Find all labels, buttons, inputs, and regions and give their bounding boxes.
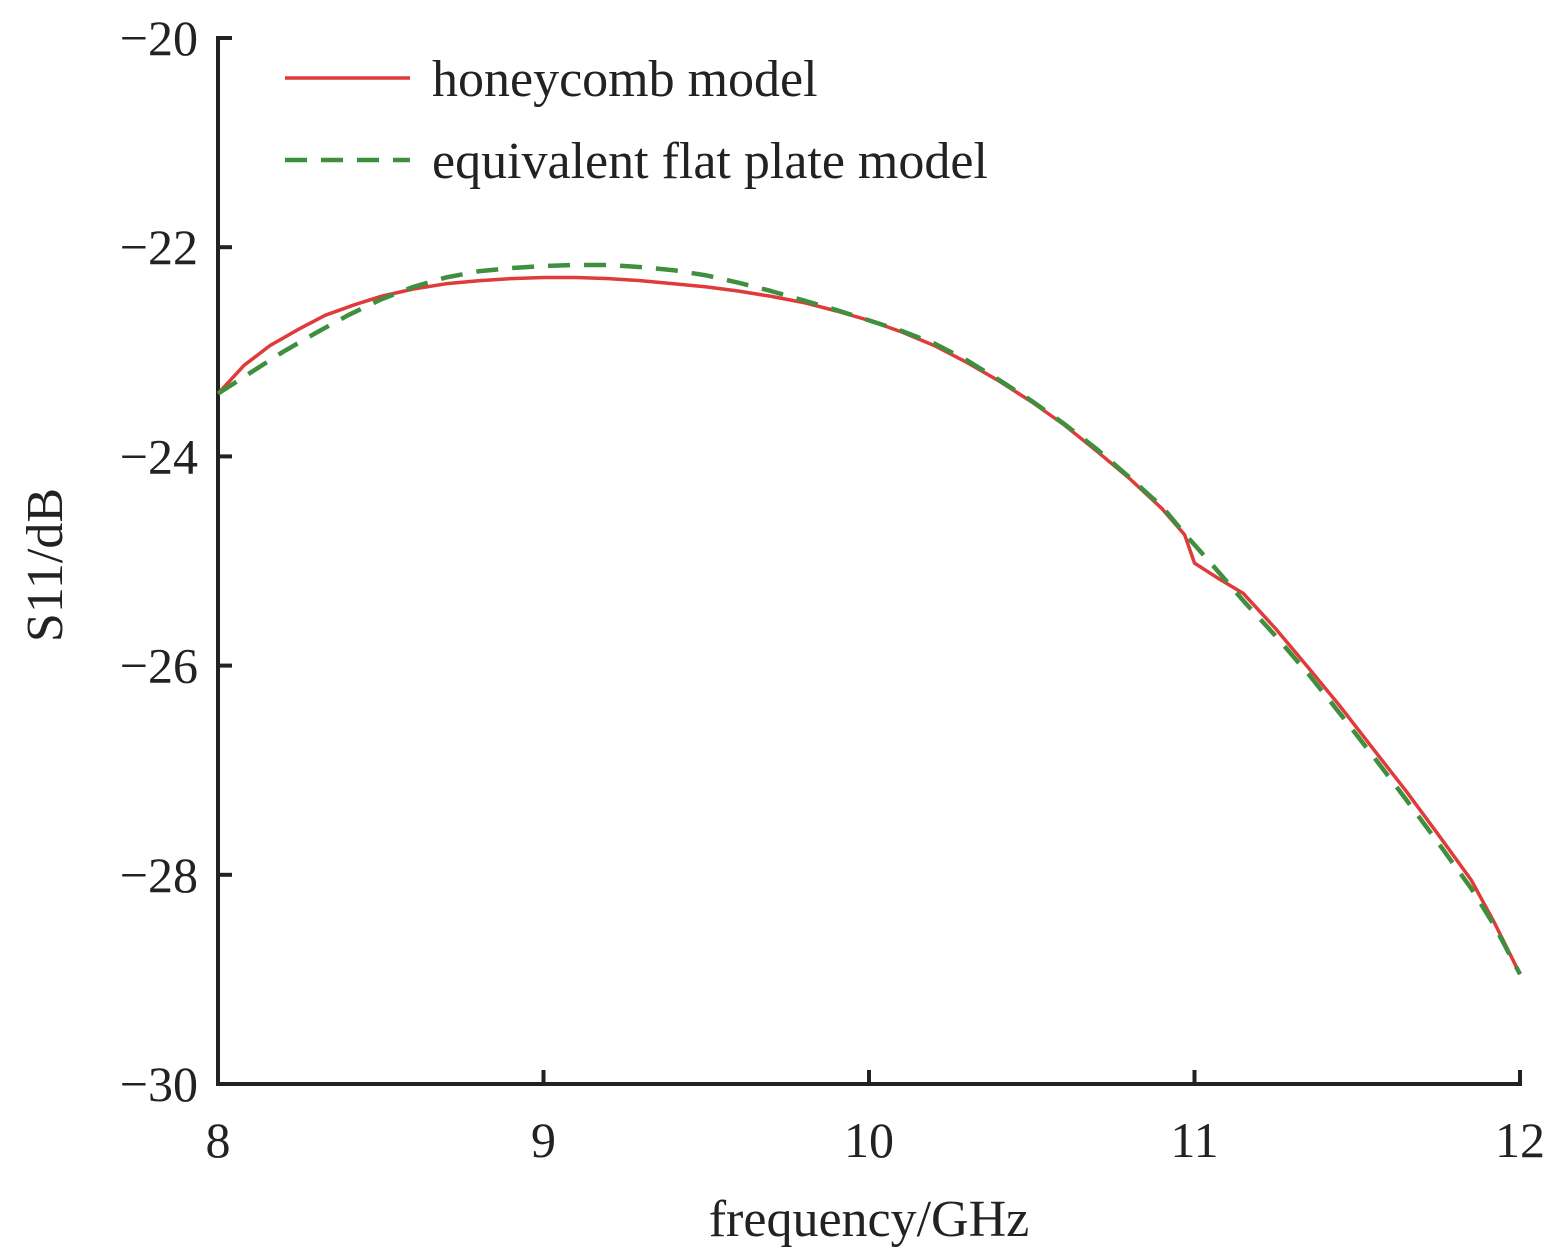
series-lines [216,262,1522,976]
x-tick-label: 12 [1495,1112,1545,1168]
x-tick-label: 9 [531,1112,556,1168]
x-tick-label: 8 [206,1112,231,1168]
y-tick-label: −22 [120,219,198,275]
y-tick-label: −30 [120,1056,198,1112]
legend-label-flat-plate: equivalent flat plate model [432,133,988,190]
honeycomb-model-line [216,275,1522,975]
y-tick-label: −28 [120,847,198,903]
y-axis-title: S11/dB [17,488,74,642]
legend: honeycomb model equivalent flat plate mod… [285,51,988,190]
x-tick-label: 11 [1170,1112,1218,1168]
x-tick-label: 10 [844,1112,894,1168]
y-tick-label: −24 [120,428,198,484]
y-tick-label: −26 [120,638,198,694]
x-axis-title: frequency/GHz [709,1191,1030,1248]
flat-plate-model-line [216,262,1522,976]
legend-label-honeycomb: honeycomb model [432,51,818,108]
axes [216,36,1522,1086]
ticks: 8 9 10 11 12 −20 −22 −24 −26 −28 −30 [120,10,1545,1168]
y-tick-label: −20 [120,10,198,66]
